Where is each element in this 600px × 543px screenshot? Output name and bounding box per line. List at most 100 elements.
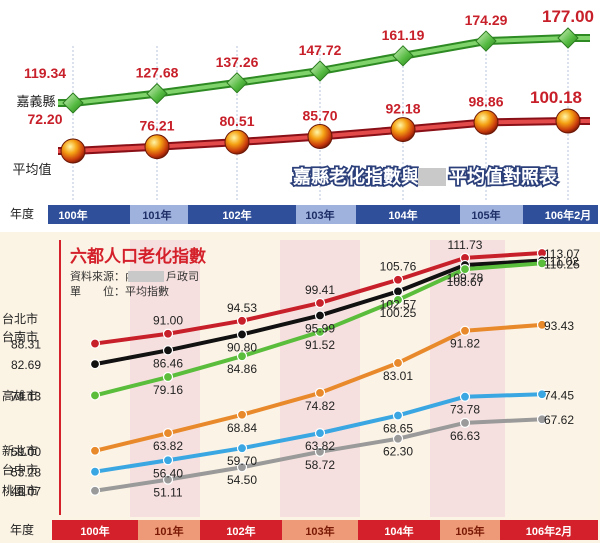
bottom-marker-5-5 (459, 417, 471, 428)
bottom-data-label-3-0: 59.00 (11, 445, 41, 459)
bottom-series-name-2: 高雄市 (2, 388, 38, 403)
title-redaction-block (418, 168, 446, 186)
bottom-data-label-2-0: 74.13 (11, 389, 41, 403)
bottom-marker-1-2 (236, 329, 248, 340)
top-year-cell-0 (48, 205, 130, 224)
bottom-data-label-1-1: 86.46 (153, 356, 183, 370)
top-data-label-0-3: 147.72 (299, 42, 342, 58)
bottom-data-label-5-5: 66.63 (450, 429, 480, 443)
bottom-marker-2-3 (314, 326, 326, 337)
bottom-data-label-3-2: 68.84 (227, 421, 257, 435)
top-marker-0-4 (392, 45, 414, 67)
bottom-marker-2-1 (162, 371, 174, 383)
bottom-source-suffix: 戶政司 (166, 269, 199, 283)
top-title-part1: 嘉縣老化指數與 (292, 166, 419, 187)
bottom-series-markers (89, 247, 548, 496)
bottom-year-cell-2 (200, 520, 282, 540)
bottom-marker-0-3 (314, 297, 326, 309)
top-data-label-0-5: 174.29 (465, 12, 508, 28)
bottom-data-label-2-4: 100.25 (380, 306, 417, 320)
top-year-cell-5 (460, 205, 523, 224)
bottom-marker-5-3 (314, 446, 326, 457)
top-data-label-1-2: 80.51 (219, 113, 254, 129)
top-data-label-1-5: 98.86 (468, 93, 503, 109)
top-year-label-1: 101年 (142, 208, 171, 222)
top-year-label-5: 105年 (471, 208, 500, 222)
bottom-marker-3-0 (89, 445, 101, 456)
bottom-marker-2-2 (236, 351, 248, 362)
source-redaction-block (128, 271, 164, 282)
bottom-marker-2-5 (459, 263, 471, 275)
bottom-data-label-3-6: 93.43 (544, 319, 574, 333)
top-marker-1-2 (224, 129, 250, 155)
bottom-marker-0-2 (236, 315, 248, 326)
bottom-data-label-4-1: 56.40 (153, 466, 183, 480)
top-marker-0-2 (226, 72, 248, 94)
bottom-data-label-0-4: 105.76 (380, 260, 417, 274)
bottom-series-name-5: 桃園市 (2, 483, 38, 498)
bottom-unit-label: 單 位：平均指數 (70, 284, 169, 298)
bottom-marker-5-1 (162, 474, 174, 485)
bottom-data-label-2-5: 108.67 (447, 275, 484, 289)
bottom-year-bar: 100年 101年 102年 103年 104年 105年 106年2月 (52, 520, 598, 540)
bottom-series-name-4: 台中市 (2, 462, 38, 477)
bottom-column-band-3 (280, 240, 360, 517)
bottom-column-band-5 (430, 240, 505, 517)
top-series-name-1: 平均值 (12, 162, 51, 177)
top-data-label-1-3: 85.70 (302, 108, 337, 124)
top-series-name-0: 嘉義縣 (16, 94, 55, 109)
bottom-year-cell-1 (138, 520, 200, 540)
bottom-marker-4-0 (89, 466, 101, 477)
bottom-marker-2-4 (392, 294, 404, 305)
top-data-label-0-2: 137.26 (216, 54, 259, 70)
bottom-year-label-1: 101年 (154, 524, 183, 538)
top-marker-0-1 (146, 82, 168, 105)
top-axis-label: 年度 (10, 206, 34, 221)
bottom-year-cell-4 (358, 520, 440, 540)
top-data-labels: 119.34 127.68 137.26 147.72 161.19 174.29 177.… (24, 7, 594, 134)
bottom-data-label-4-4: 68.65 (383, 421, 413, 435)
top-year-label-4: 104年 (388, 208, 417, 222)
bottom-data-label-2-2: 84.86 (227, 362, 257, 376)
bottom-data-label-1-3: 95.99 (305, 321, 335, 335)
top-year-cell-6 (523, 205, 598, 224)
top-marker-1-4 (390, 117, 416, 143)
top-data-label-0-6: 177.00 (542, 7, 594, 26)
top-marker-0-5 (475, 30, 497, 52)
top-chart-background (0, 0, 600, 230)
top-year-cell-2 (188, 205, 296, 224)
bottom-data-label-3-4: 83.01 (383, 369, 413, 383)
bottom-data-label-2-3: 91.52 (305, 338, 335, 352)
bottom-year-label-5: 105年 (455, 524, 484, 538)
bottom-data-label-0-0: 88.31 (11, 338, 41, 352)
top-data-label-1-4: 92.18 (385, 101, 420, 117)
bottom-data-label-5-6: 67.62 (544, 413, 574, 427)
bottom-year-cell-3 (282, 520, 358, 540)
bottom-chart-title: 六都人口老化指數 (70, 246, 206, 266)
bottom-data-label-1-5: 109.78 (447, 271, 484, 285)
top-marker-0-3 (309, 60, 331, 82)
top-data-label-0-4: 161.19 (382, 27, 425, 43)
bottom-chart: 六都人口老化指數 資料來源：內 戶政司 單 位：平均指數 88.31 91.00 9… (0, 232, 600, 543)
bottom-axis-label: 年度 (10, 522, 34, 537)
bottom-marker-0-4 (392, 274, 404, 285)
top-year-label-2: 102年 (222, 208, 251, 222)
bottom-data-label-1-2: 90.80 (227, 340, 257, 354)
bottom-marker-1-3 (314, 310, 326, 321)
bottom-data-label-5-4: 62.30 (383, 445, 413, 459)
top-year-bar: 100年 101年 102年 103年 104年 105年 106年2月 (48, 205, 598, 224)
top-year-label-6: 106年2月 (545, 208, 591, 222)
bottom-marker-4-3 (314, 428, 326, 439)
bottom-data-label-4-2: 59.70 (227, 454, 257, 468)
bottom-marker-3-4 (392, 357, 404, 369)
bottom-year-label-0: 100年 (80, 524, 109, 538)
bottom-marker-1-0 (89, 359, 101, 370)
bottom-marker-1-4 (392, 286, 404, 297)
bottom-data-label-4-5: 73.78 (450, 403, 480, 417)
bottom-data-label-0-6: 113.07 (544, 247, 580, 261)
bottom-data-label-3-1: 63.82 (153, 439, 183, 453)
top-marker-1-5 (473, 109, 499, 135)
bottom-data-label-0-1: 91.00 (153, 314, 183, 328)
bottom-marker-0-0 (89, 338, 101, 349)
